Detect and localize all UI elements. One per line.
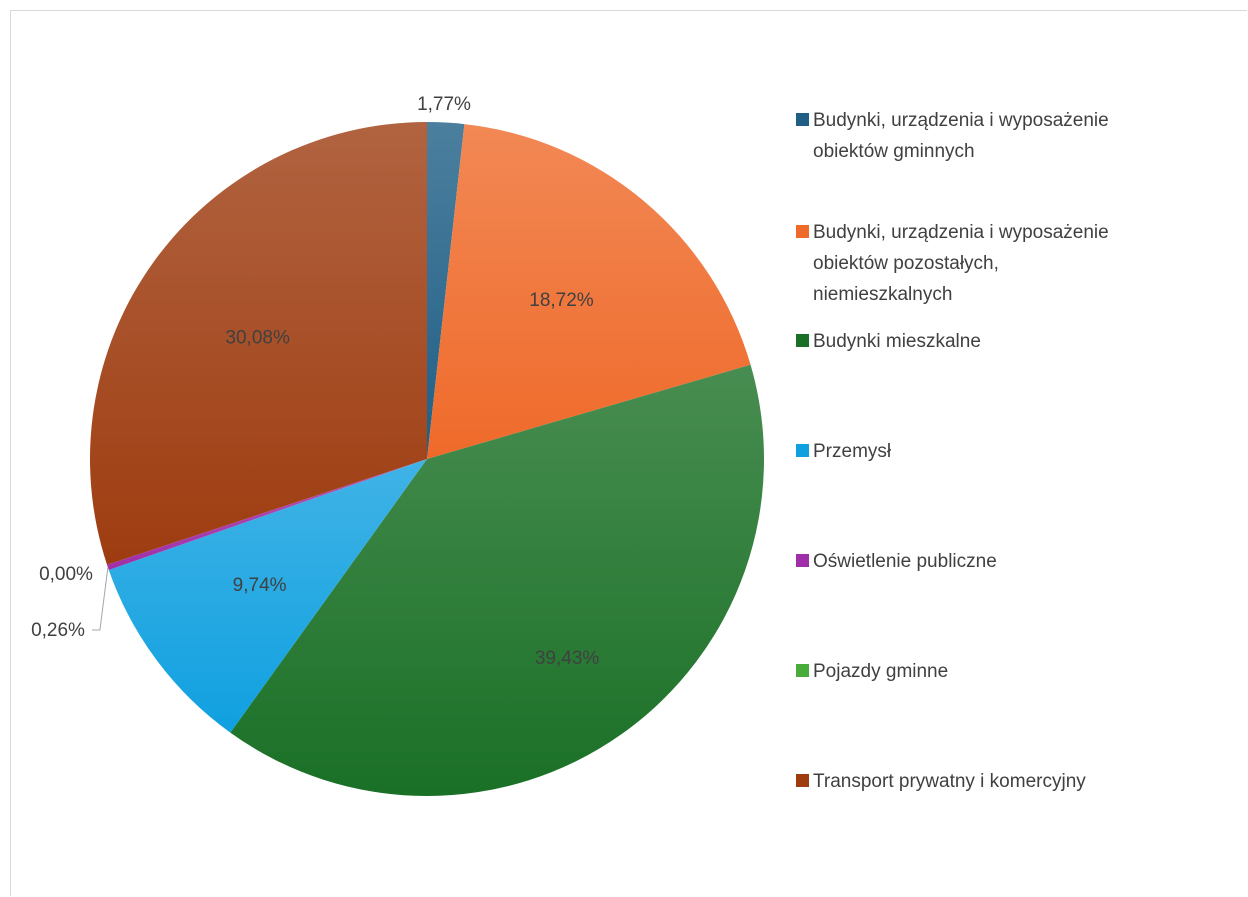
- legend-label-transport-prywatny-i-komercyjny-line-1: Transport prywatny i komercyjny: [813, 771, 1086, 792]
- legend-swatch-pojazdy-gminne: [796, 664, 809, 677]
- chart-area: [10, 10, 1247, 896]
- data-label-transport-prywatny-i-komercyjny: 30,08%: [225, 328, 290, 349]
- slice-budynki-urzadzenia-i-wyposazenie-obiektow-gminnych[interactable]: [427, 122, 465, 459]
- slice-oswietlenie-publiczne[interactable]: [107, 459, 428, 570]
- legend-swatch-budynki-mieszkalne: [796, 334, 809, 347]
- legend-swatch-budynki-urzadzenia-i-wyposazenie-obiektow-gminnych: [796, 113, 809, 126]
- leader-lines: [92, 567, 109, 631]
- legend-swatch-przemysl: [796, 444, 809, 457]
- data-label-budynki-urzadzenia-i-wyposazenie-obiektow-gminnych: 1,77%: [417, 94, 471, 115]
- data-label-oswietlenie-publiczne: 0,26%: [31, 620, 85, 641]
- slice-transport-prywatny-i-komercyjny[interactable]: [90, 122, 427, 565]
- legend-swatch-transport-prywatny-i-komercyjny: [796, 774, 809, 787]
- data-label-budynki-mieszkalne: 39,43%: [535, 648, 600, 669]
- legend-label-budynki-urzadzenia-i-wyposazenie-obiektow-pozostalych-niemieszkalnych-line-2: obiektów pozostałych,: [813, 253, 999, 274]
- legend-label-budynki-urzadzenia-i-wyposazenie-obiektow-gminnych-line-1: Budynki, urządzenia i wyposażenie: [813, 110, 1109, 131]
- legend-swatch-oswietlenie-publiczne: [796, 554, 809, 567]
- legend-label-pojazdy-gminne-line-1: Pojazdy gminne: [813, 661, 948, 682]
- pie-slices: [90, 122, 764, 796]
- legend-label-oswietlenie-publiczne-line-1: Oświetlenie publiczne: [813, 551, 997, 572]
- data-labels: 1,77% 18,72% 39,43% 9,74% 0,26% 0,00% 30,08%: [31, 94, 599, 669]
- legend-label-budynki-urzadzenia-i-wyposazenie-obiektow-pozostalych-niemieszkalnych-line-3: niemieszkalnych: [813, 284, 952, 305]
- legend-label-budynki-mieszkalne-line-1: Budynki mieszkalne: [813, 331, 981, 352]
- data-label-przemysl: 9,74%: [233, 575, 287, 596]
- data-label-pojazdy-gminne: 0,00%: [39, 564, 93, 585]
- legend-label-budynki-urzadzenia-i-wyposazenie-obiektow-gminnych-line-2: obiektów gminnych: [813, 141, 975, 162]
- legend-label-przemysl-line-1: Przemysł: [813, 441, 892, 462]
- slice-przemysl[interactable]: [108, 459, 427, 733]
- leader-line-oswietlenie-publiczne: [92, 567, 109, 631]
- legend-swatch-budynki-urzadzenia-i-wyposazenie-obiektow-pozostalych-niemieszkalnych: [796, 225, 809, 238]
- slice-budynki-urzadzenia-i-wyposazenie-obiektow-pozostalych-niemieszkalnych[interactable]: [427, 124, 751, 459]
- legend: Budynki, urządzenia i wyposażenie obiektó…: [796, 110, 1109, 792]
- data-label-budynki-urzadzenia-i-wyposazenie-obiektow-pozostalych-niemieszkalnych: 18,72%: [529, 290, 594, 311]
- slice-budynki-mieszkalne[interactable]: [230, 364, 764, 796]
- legend-label-budynki-urzadzenia-i-wyposazenie-obiektow-pozostalych-niemieszkalnych-line-1: Budynki, urządzenia i wyposażenie: [813, 222, 1109, 243]
